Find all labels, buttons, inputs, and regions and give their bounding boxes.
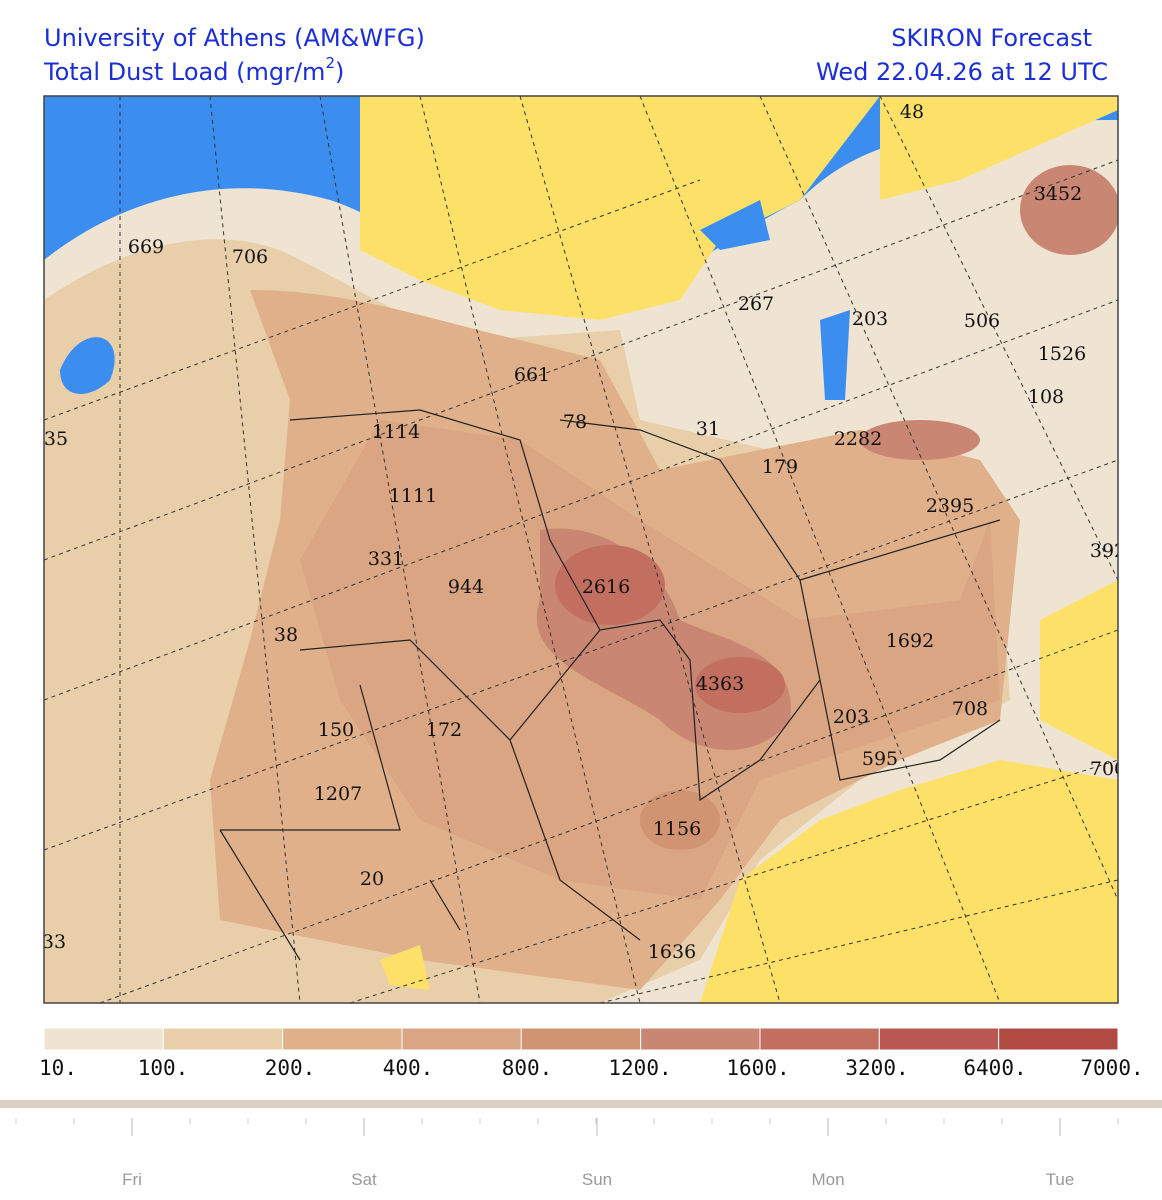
header-product: Total Dust Load (mgr/m2) [43,54,344,86]
map-value-label: 203 [833,706,869,728]
map-value-label: 708 [952,698,988,720]
header-institution: University of Athens (AM&WFG) [44,24,425,52]
map-value-label: 1692 [886,630,934,652]
map-value-label: 669 [128,236,164,258]
map-value-label: 33 [42,931,66,953]
timeline-day-label: Sat [351,1170,377,1189]
colorbar-label: 1200. [608,1056,671,1080]
map-value-label: 203 [852,308,888,330]
colorbar-label: 3200. [845,1056,908,1080]
product-suffix: ) [335,58,344,86]
timeline: Fri Sat Sun Mon Tue [15,1118,1119,1189]
map: 669 706 35 1114 1111 661 78 31 267 48 3452 203 506 15… [42,96,1126,1003]
map-value-label: 1526 [1038,343,1086,365]
map-value-label: 944 [448,576,484,598]
map-value-label: 1207 [314,783,362,805]
colorbar-swatch [401,1027,522,1051]
map-value-label: 48 [900,101,924,123]
colorbar-label: 6400. [963,1056,1026,1080]
map-value-label: 661 [514,364,550,386]
colorbar-swatch [878,1027,1000,1051]
map-value-label: 2395 [926,495,974,517]
colorbar: 10. 100. 200. 400. 800. 1200. 1600. 3200. 6400. 7… [39,1027,1144,1080]
map-value-label: 31 [696,418,720,440]
map-value-label: 392 [1090,540,1126,562]
colorbar-swatch [759,1027,880,1051]
header-valid-time: Wed 22.04.26 at 12 UTC [816,58,1108,86]
map-value-label: 1111 [389,485,437,507]
colorbar-swatch [43,1027,164,1051]
map-value-label: 2616 [582,576,630,598]
map-value-label: 506 [964,310,1000,332]
colorbar-label: 7000. [1080,1056,1143,1080]
timeline-bar [0,1100,1162,1108]
colorbar-swatch [640,1027,761,1051]
map-value-label: 595 [862,748,898,770]
colorbar-swatch [520,1027,642,1051]
product-text: Total Dust Load (mgr/m [43,58,325,86]
map-value-label: 1156 [653,818,701,840]
colorbar-label: 10. [39,1056,77,1080]
product-sup: 2 [325,54,335,72]
colorbar-label: 400. [383,1056,434,1080]
colorbar-swatch [282,1027,403,1051]
map-value-label: 1114 [372,421,420,443]
map-value-label: 700 [1090,758,1126,780]
map-value-label: 20 [360,868,384,890]
map-value-label: 3452 [1034,183,1082,205]
colorbar-swatch [998,1027,1119,1051]
map-value-label: 4363 [696,673,744,695]
map-value-label: 150 [318,719,354,741]
map-value-label: 78 [563,411,587,433]
timeline-day-label: Tue [1046,1170,1075,1189]
colorbar-label: 800. [502,1056,553,1080]
map-value-label: 706 [232,246,268,268]
colorbar-label: 200. [265,1056,316,1080]
map-frame [43,95,1119,1004]
map-value-label: 108 [1028,386,1064,408]
map-value-label: 172 [426,719,462,741]
header-model: SKIRON Forecast [891,24,1092,52]
map-value-label: 179 [762,456,798,478]
timeline-day-label: Mon [811,1170,844,1189]
colorbar-label: 1600. [726,1056,789,1080]
map-value-label: 2282 [834,428,882,450]
map-value-label: 331 [368,548,404,570]
map-value-label: 35 [44,428,68,450]
map-value-label: 267 [738,293,774,315]
map-value-label: 1636 [648,941,696,963]
colorbar-label: 100. [138,1056,189,1080]
map-value-label: 38 [274,624,298,646]
colorbar-swatch [162,1027,284,1051]
timeline-day-label: Fri [122,1170,142,1189]
timeline-day-label: Sun [582,1170,612,1189]
